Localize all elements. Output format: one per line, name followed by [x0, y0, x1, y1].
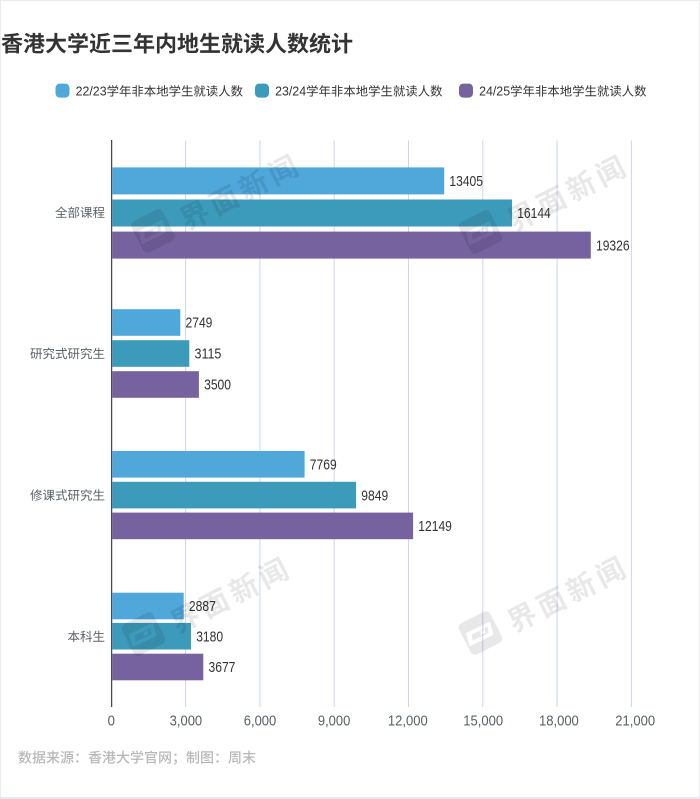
svg-text:3500: 3500 — [204, 378, 231, 394]
svg-text:12149: 12149 — [418, 519, 452, 535]
svg-text:9849: 9849 — [361, 488, 388, 504]
svg-text:24/25: 24/25 — [479, 83, 510, 98]
svg-text:23/24: 23/24 — [275, 83, 306, 98]
svg-text:21,000: 21,000 — [615, 714, 655, 730]
svg-text:6,000: 6,000 — [244, 714, 277, 730]
svg-text:12,000: 12,000 — [388, 714, 428, 730]
svg-text:3180: 3180 — [196, 629, 223, 645]
svg-text:19326: 19326 — [596, 238, 630, 254]
svg-text:3115: 3115 — [195, 347, 222, 363]
svg-text:15,000: 15,000 — [463, 714, 503, 730]
svg-text:18,000: 18,000 — [539, 714, 579, 730]
svg-text:13405: 13405 — [449, 174, 483, 190]
svg-text:3677: 3677 — [209, 660, 236, 676]
svg-text:22/23: 22/23 — [76, 83, 107, 98]
svg-text:0: 0 — [108, 714, 115, 730]
svg-text:3,000: 3,000 — [170, 714, 203, 730]
svg-text:9,000: 9,000 — [318, 714, 351, 730]
svg-text:7769: 7769 — [310, 458, 337, 474]
svg-text:2749: 2749 — [186, 316, 213, 332]
